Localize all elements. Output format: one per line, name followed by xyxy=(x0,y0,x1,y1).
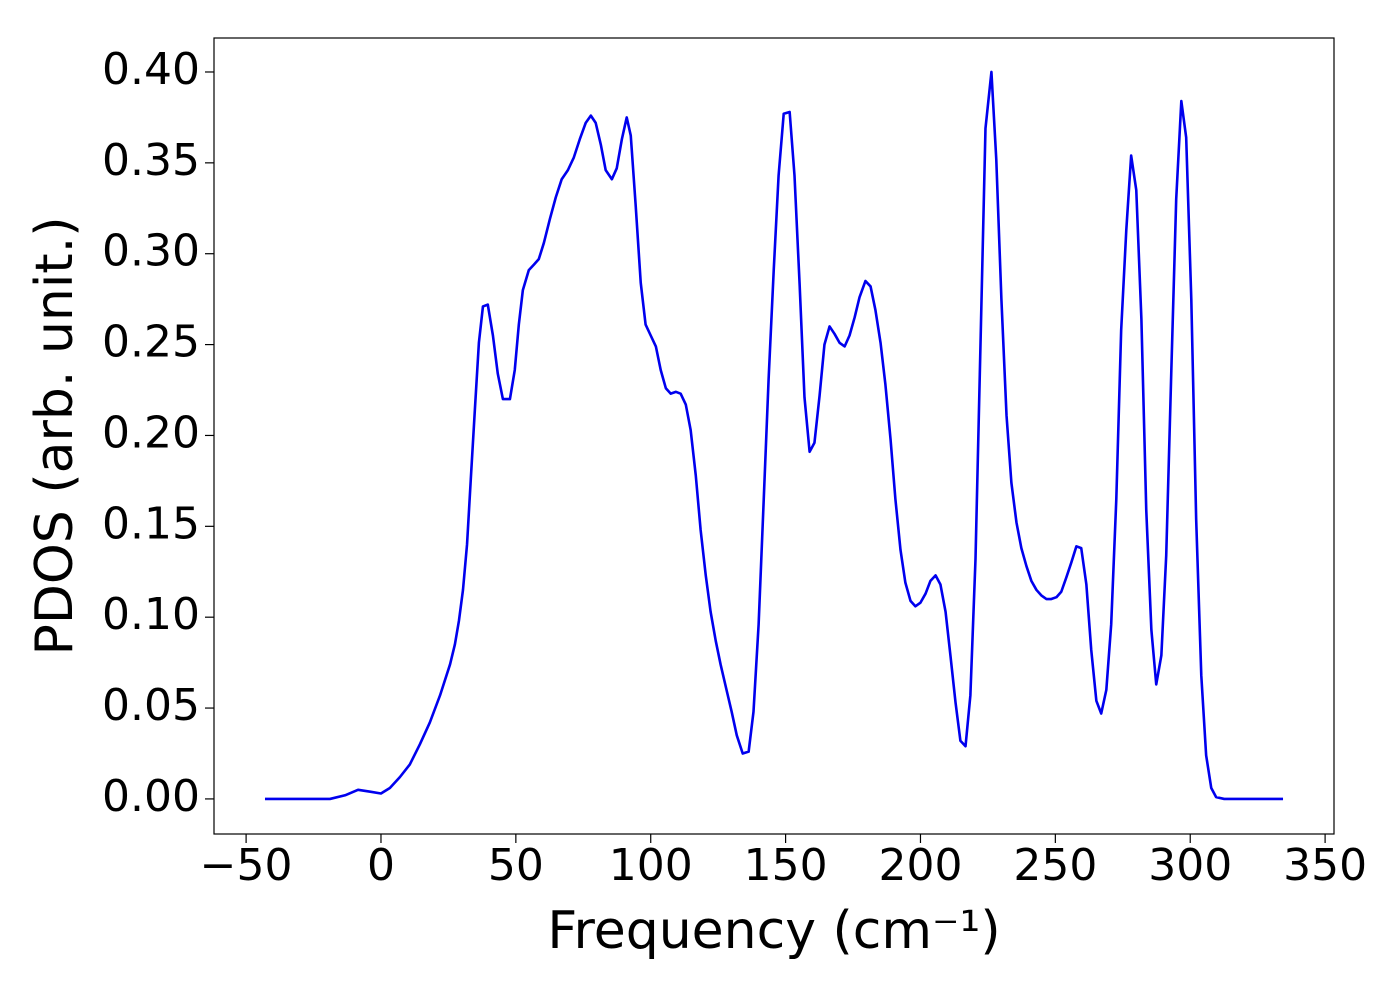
x-tick-label: −50 xyxy=(200,840,293,891)
x-tick-label: 200 xyxy=(878,840,962,891)
x-tick-label: 250 xyxy=(1013,840,1097,891)
x-tick-label: 350 xyxy=(1283,840,1367,891)
plot-frame xyxy=(213,37,1335,835)
x-tick-label: 150 xyxy=(744,840,828,891)
x-tick-label: 50 xyxy=(488,840,544,891)
x-tick-label: 0 xyxy=(367,840,395,891)
y-axis-label: PDOS (arb. unit.) xyxy=(25,216,85,655)
y-tick-label: 0.35 xyxy=(102,135,200,186)
x-tick-label: 100 xyxy=(609,840,693,891)
y-tick-label: 0.05 xyxy=(102,680,200,731)
y-tick-label: 0.10 xyxy=(102,589,200,640)
x-tick-label: 300 xyxy=(1148,840,1232,891)
y-tick-label: 0.00 xyxy=(102,771,200,822)
y-tick-label: 0.30 xyxy=(102,226,200,277)
x-axis-label: Frequency (cm⁻¹) xyxy=(547,901,1000,961)
y-tick-label: 0.15 xyxy=(102,498,200,549)
y-tick-label: 0.20 xyxy=(102,407,200,458)
pdos-line xyxy=(264,70,1284,801)
y-tick-label: 0.40 xyxy=(102,44,200,95)
y-tick-label: 0.25 xyxy=(102,317,200,368)
